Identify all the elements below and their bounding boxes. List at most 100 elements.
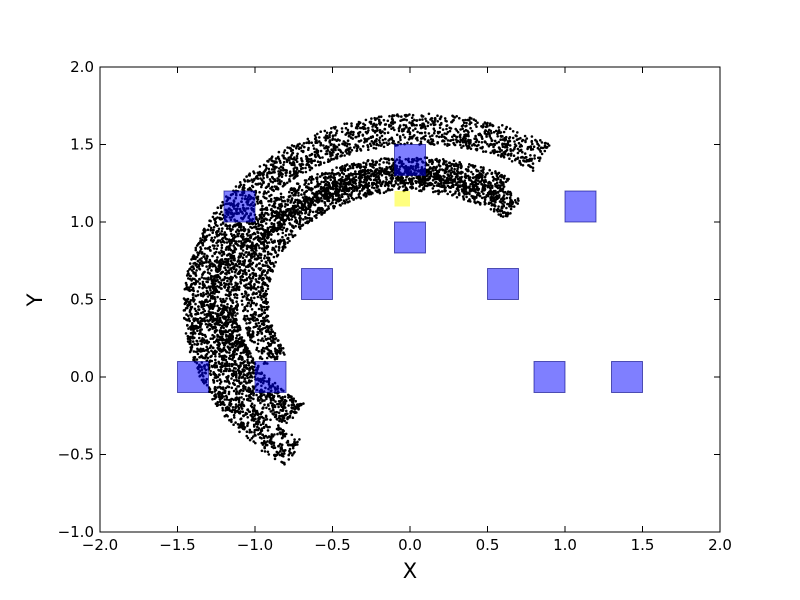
scatter-point	[524, 139, 527, 142]
scatter-point	[262, 171, 266, 174]
scatter-point	[223, 266, 227, 270]
scatter-point	[233, 246, 237, 250]
scatter-point	[345, 144, 349, 148]
scatter-point	[273, 202, 277, 205]
scatter-point	[232, 373, 236, 377]
scatter-point	[350, 124, 353, 128]
scatter-point	[225, 241, 229, 244]
scatter-point	[441, 128, 445, 131]
scatter-point	[475, 144, 479, 148]
scatter-point	[197, 308, 200, 311]
scatter-point	[267, 190, 270, 193]
scatter-point	[368, 120, 372, 124]
scatter-point	[370, 140, 374, 143]
scatter-point	[284, 202, 287, 206]
scatter-point	[485, 123, 489, 127]
scatter-point	[260, 219, 264, 222]
scatter-point	[322, 144, 325, 147]
scatter-point	[492, 130, 496, 134]
scatter-point	[223, 322, 227, 325]
scatter-point	[187, 286, 191, 289]
scatter-point	[267, 213, 270, 216]
scatter-point	[483, 175, 487, 179]
scatter-point	[325, 131, 329, 135]
scatter-point	[211, 254, 214, 258]
scatter-point	[196, 259, 200, 263]
scatter-point	[408, 113, 411, 116]
scatter-point	[516, 131, 519, 134]
scatter-point	[300, 149, 304, 153]
scatter-point	[384, 176, 388, 179]
scatter-point	[538, 157, 542, 160]
scatter-point	[194, 313, 197, 316]
scatter-point	[508, 144, 512, 147]
scatter-point	[310, 181, 313, 184]
scatter-point	[386, 131, 390, 134]
scatter-point	[210, 295, 213, 298]
scatter-point	[213, 390, 216, 393]
scatter-point	[363, 123, 367, 127]
scatter-point	[511, 136, 515, 140]
scatter-point	[232, 317, 236, 321]
scatter-point	[402, 133, 405, 137]
scatter-point	[283, 395, 287, 399]
scatter-point	[219, 206, 223, 210]
scatter-point	[230, 420, 233, 424]
scatter-point	[362, 161, 365, 165]
scatter-point	[283, 463, 286, 466]
scatter-point	[291, 158, 295, 161]
scatter-point	[367, 137, 371, 140]
scatter-point	[451, 114, 454, 118]
scatter-point	[518, 159, 521, 163]
scatter-point	[218, 385, 221, 389]
scatter-point	[493, 148, 496, 152]
scatter-point	[244, 387, 247, 391]
scatter-point	[501, 124, 504, 127]
scatter-point	[273, 453, 276, 457]
scatter-point	[257, 396, 260, 399]
scatter-point	[281, 199, 284, 203]
scatter-point	[236, 385, 239, 388]
scatter-point	[191, 296, 195, 299]
scatter-point	[276, 432, 279, 436]
scatter-point	[354, 170, 357, 173]
scatter-point	[295, 166, 299, 170]
scatter-point	[503, 139, 507, 142]
scatter-point	[345, 148, 349, 151]
scatter-point	[277, 150, 281, 154]
scatter-point	[482, 125, 485, 128]
scatter-point	[230, 377, 233, 380]
scatter-point	[265, 406, 268, 410]
scatter-point	[369, 135, 373, 139]
scatter-point	[456, 130, 460, 134]
scatter-point	[540, 152, 544, 156]
scatter-point	[185, 285, 189, 289]
scatter-point	[199, 324, 202, 327]
scatter-point	[215, 211, 218, 214]
scatter-point	[497, 153, 500, 157]
scatter-point	[368, 162, 372, 166]
scatter-point	[292, 201, 296, 205]
scatter-point	[424, 134, 427, 137]
scatter-point	[189, 306, 193, 309]
scatter-point	[536, 142, 539, 146]
scatter-point	[504, 149, 508, 153]
scatter-point	[256, 183, 260, 186]
scatter-point	[233, 366, 236, 370]
scatter-point	[517, 141, 521, 145]
scatter-point	[279, 161, 282, 165]
scatter-point	[228, 402, 231, 406]
scatter-point	[303, 183, 306, 186]
scatter-point	[319, 130, 323, 133]
scatter-point	[372, 146, 376, 150]
scatter-point	[203, 333, 207, 337]
scatter-point	[211, 281, 215, 284]
scatter-point	[277, 426, 280, 429]
scatter-point	[258, 191, 261, 194]
scatter-point	[236, 329, 239, 333]
scatter-point	[270, 222, 274, 225]
scatter-point	[391, 157, 394, 161]
scatter-point	[222, 372, 225, 376]
scatter-point	[300, 188, 304, 192]
